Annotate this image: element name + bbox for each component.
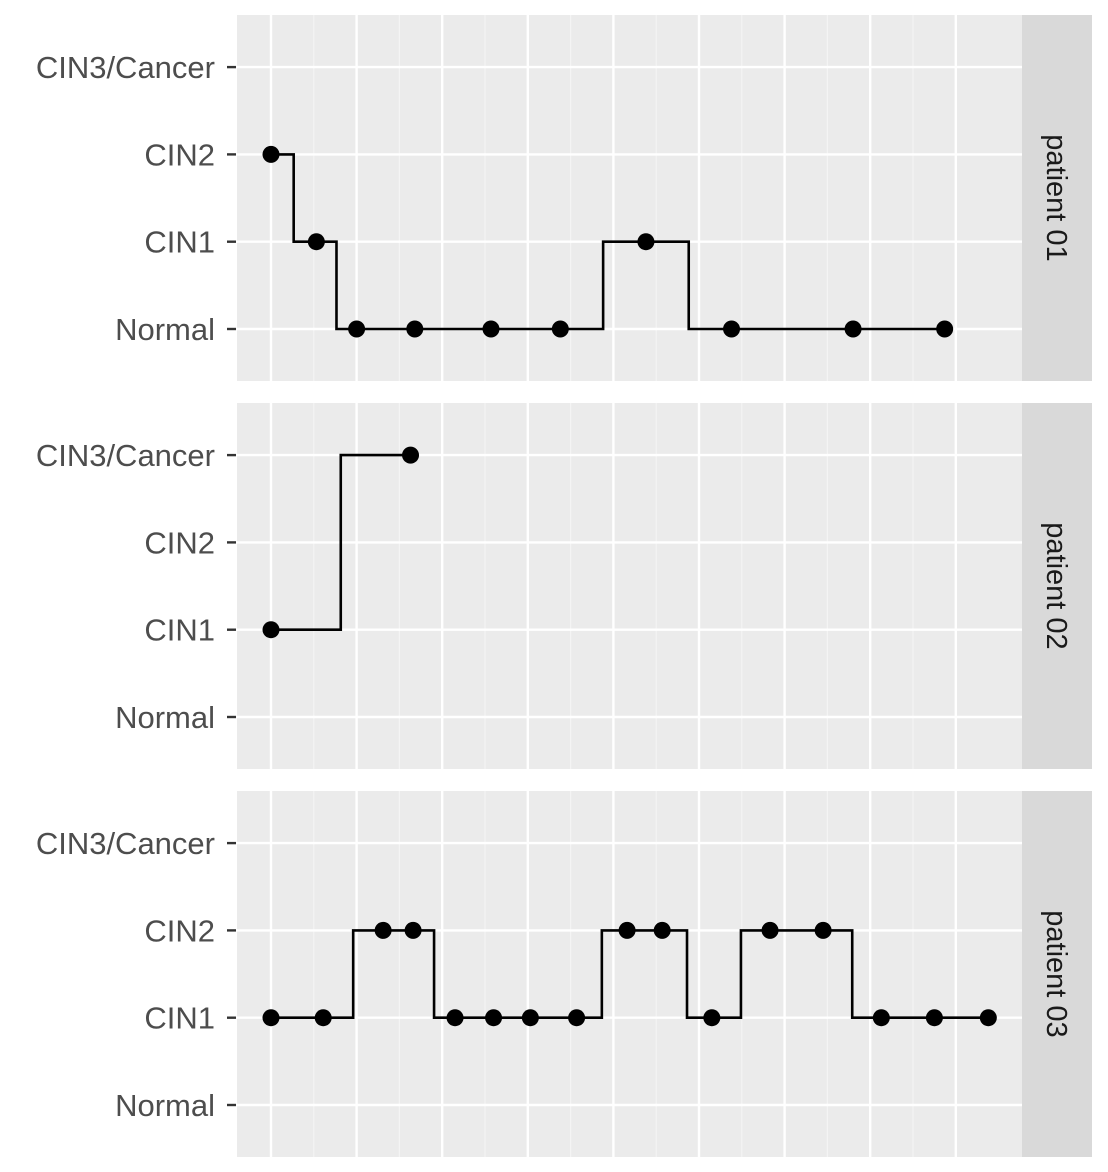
- y-tick-label: CIN1: [144, 1001, 215, 1036]
- y-tick-label: CIN3/Cancer: [36, 438, 215, 473]
- facet-strip-label: patient 03: [1040, 910, 1072, 1037]
- panel-background: [237, 15, 1022, 381]
- data-point: [936, 320, 954, 338]
- panel-background: [237, 403, 1022, 769]
- facet-panel: Normal CIN1 CIN2 CIN3/Cancer patient 03: [36, 791, 1092, 1157]
- y-tick-label: Normal: [115, 312, 215, 347]
- y-tick-label: CIN2: [144, 525, 215, 560]
- data-point: [568, 1009, 586, 1027]
- data-point: [485, 1009, 503, 1027]
- data-point: [637, 233, 655, 251]
- data-point: [404, 921, 422, 939]
- data-point: [979, 1009, 997, 1027]
- data-point: [482, 320, 500, 338]
- data-point: [262, 1009, 280, 1027]
- data-point: [446, 1009, 464, 1027]
- data-point: [723, 320, 741, 338]
- facet-strip: [1022, 15, 1092, 381]
- y-tick-label: CIN3/Cancer: [36, 826, 215, 861]
- y-tick-label: CIN2: [144, 137, 215, 172]
- panel-background: [237, 791, 1022, 1157]
- data-point: [618, 921, 636, 939]
- data-point: [348, 320, 366, 338]
- series-step-line: [271, 453, 411, 631]
- data-point: [262, 145, 280, 163]
- data-point: [761, 921, 779, 939]
- data-point: [872, 1009, 890, 1027]
- data-point: [703, 1009, 721, 1027]
- facet-panel: Normal CIN1 CIN2 CIN3/Cancer patient 01: [36, 15, 1092, 381]
- facet-strip: [1022, 791, 1092, 1157]
- data-point: [262, 621, 280, 639]
- data-point: [406, 320, 424, 338]
- facet-panel: Normal CIN1 CIN2 CIN3/Cancer patient 02: [36, 403, 1092, 769]
- y-tick-label: Normal: [115, 700, 215, 735]
- data-point: [307, 233, 325, 251]
- data-point: [374, 921, 392, 939]
- y-tick-label: CIN1: [144, 225, 215, 260]
- y-tick-label: CIN2: [144, 913, 215, 948]
- data-point: [653, 921, 671, 939]
- y-tick-label: CIN1: [144, 613, 215, 648]
- y-tick-label: Normal: [115, 1088, 215, 1123]
- data-point: [925, 1009, 943, 1027]
- data-point: [814, 921, 832, 939]
- facet-strip-label: patient 02: [1040, 522, 1072, 649]
- data-point: [844, 320, 862, 338]
- data-point: [314, 1009, 332, 1027]
- y-tick-label: CIN3/Cancer: [36, 50, 215, 85]
- data-point: [521, 1009, 539, 1027]
- facet-strip-label: patient 01: [1040, 134, 1072, 261]
- facet-strip: [1022, 403, 1092, 769]
- data-point: [402, 446, 420, 464]
- series-step-line: [271, 929, 989, 1019]
- data-point: [551, 320, 569, 338]
